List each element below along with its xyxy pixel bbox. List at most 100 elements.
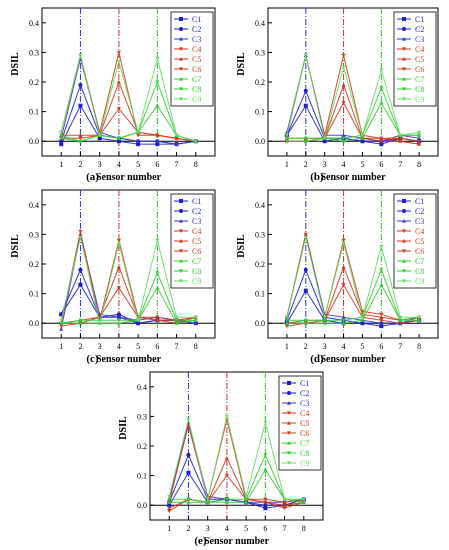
legend-marker: [402, 279, 406, 283]
data-point-C6: [155, 133, 160, 138]
data-point-C7: [59, 136, 64, 140]
data-point-C7: [360, 136, 365, 140]
legend-entry-C6: C6: [415, 65, 424, 74]
data-point-C9: [360, 133, 365, 138]
x-axis-label: Sensor number: [320, 354, 386, 365]
legend-entry-C7: C7: [415, 257, 424, 266]
x-tick-label: 7: [283, 524, 287, 533]
data-point-C6: [341, 238, 346, 243]
data-point-C9: [379, 68, 384, 73]
data-point-C9: [322, 136, 327, 141]
legend-marker: [179, 37, 183, 41]
data-point-C6: [303, 232, 308, 237]
legend-marker: [179, 239, 183, 243]
data-point-C9: [284, 133, 289, 138]
data-point-C9: [155, 238, 160, 243]
data-point-C7: [284, 139, 289, 143]
data-point-C4: [224, 474, 229, 478]
y-tick-label: 0.3: [255, 230, 265, 239]
x-tick-label: 7: [175, 160, 179, 169]
data-point-C9: [205, 497, 210, 502]
data-point-C7: [301, 500, 306, 504]
data-point-C9: [155, 56, 160, 61]
data-point-C3: [341, 315, 346, 319]
data-point-C9: [417, 315, 422, 320]
x-tick-label: 3: [98, 342, 102, 351]
data-point-C1: [97, 136, 102, 141]
legend-entry-C3: C3: [192, 217, 201, 226]
data-point-C9: [167, 494, 172, 499]
legend-entry-C2: C2: [192, 25, 201, 34]
data-point-C8: [78, 318, 83, 323]
legend-entry-C8: C8: [415, 267, 424, 276]
legend-marker: [179, 87, 183, 91]
legend-marker: [402, 67, 406, 71]
y-tick-label: 0.2: [29, 260, 39, 269]
x-tick-label: 5: [360, 342, 364, 351]
legend-marker: [402, 87, 406, 91]
data-point-C9: [59, 130, 64, 135]
y-tick-label: 0.0: [255, 319, 265, 328]
legend-marker: [179, 279, 183, 283]
series-line-C9: [60, 55, 196, 142]
panel-d: 0.0 0.1 0.2 0.3 0.4 1 2 3 4 5 6 7 8 Sensor number DSIL…: [236, 189, 439, 365]
data-point-C7: [186, 500, 191, 504]
y-axis-label: DSIL: [236, 234, 247, 258]
legend-entry-C8: C8: [192, 85, 201, 94]
data-point-C8: [379, 268, 384, 272]
legend-entry-C3: C3: [415, 217, 424, 226]
data-point-C7: [224, 500, 229, 504]
y-tick-label: 0.2: [255, 260, 265, 269]
series-line-C7: [286, 101, 420, 142]
legend-marker: [179, 17, 183, 21]
x-tick-label: 4: [225, 524, 229, 533]
legend-entry-C2: C2: [300, 389, 309, 398]
data-point-C1: [136, 142, 141, 147]
x-tick-label: 4: [117, 342, 121, 351]
legend-entry-C1: C1: [300, 379, 309, 388]
data-point-C8: [116, 136, 121, 141]
data-point-C4: [78, 136, 83, 141]
data-point-C3: [341, 133, 346, 137]
data-point-C9: [78, 235, 83, 240]
data-point-C6: [116, 238, 121, 243]
x-tick-label: 2: [186, 524, 190, 533]
panel-label: (b): [310, 171, 324, 183]
x-tick-label: 6: [263, 524, 267, 533]
x-tick-label: 1: [59, 160, 63, 169]
data-point-C8: [205, 500, 210, 505]
data-point-C7: [417, 318, 422, 322]
data-point-C7: [341, 139, 346, 143]
legend-entry-C3: C3: [415, 35, 424, 44]
data-point-C8: [155, 80, 160, 84]
legend-marker: [402, 269, 406, 273]
data-point-C5: [78, 133, 83, 137]
data-point-C4: [116, 107, 121, 111]
data-point-C8: [303, 136, 308, 141]
data-point-C5: [116, 264, 121, 269]
y-tick-label: 0.1: [255, 108, 265, 117]
data-point-C2: [303, 267, 308, 272]
series-line-C9: [286, 55, 420, 139]
data-point-C6: [155, 315, 160, 320]
y-tick-label: 0.3: [29, 48, 39, 57]
data-point-C8: [193, 318, 198, 323]
legend-marker: [402, 17, 406, 21]
data-point-C5: [417, 142, 422, 146]
data-point-C4: [282, 506, 287, 511]
data-point-C5: [155, 318, 160, 322]
data-point-C8: [379, 86, 384, 90]
x-tick-label: 4: [342, 342, 346, 351]
legend-marker: [179, 229, 183, 233]
data-point-C7: [379, 100, 384, 105]
legend-marker: [402, 199, 406, 203]
legend-marker: [287, 401, 291, 405]
x-tick-label: 6: [379, 342, 383, 351]
data-point-C5: [167, 506, 172, 510]
x-tick-label: 7: [398, 160, 402, 169]
legend-marker: [179, 269, 183, 273]
